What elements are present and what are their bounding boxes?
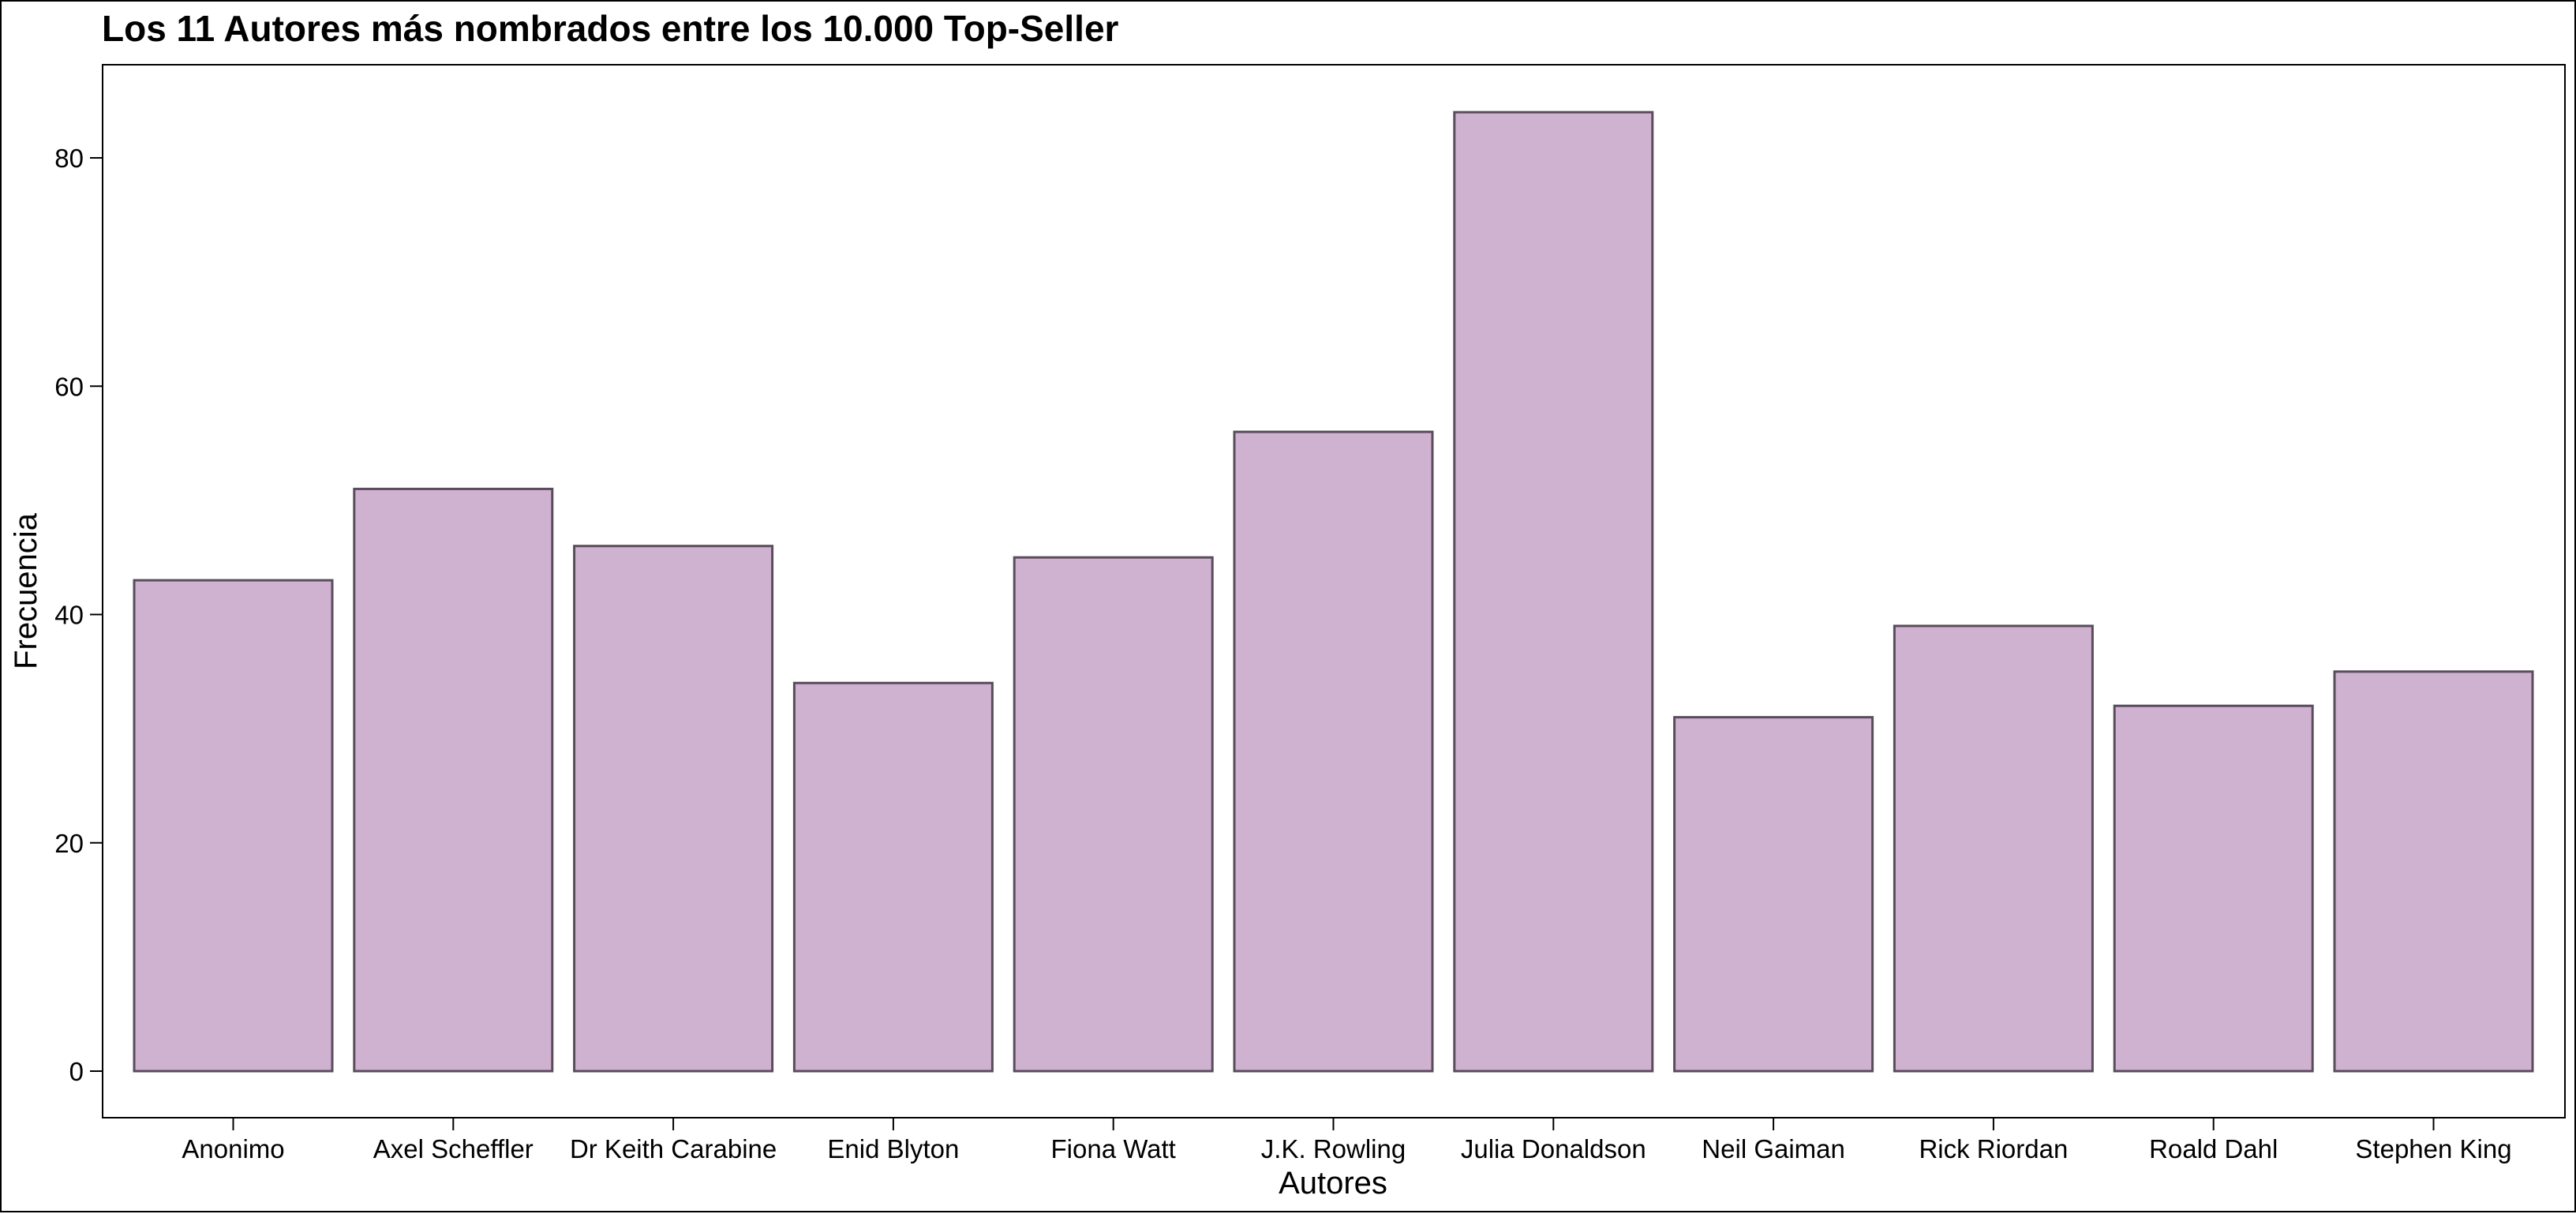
bar-axel-scheffler (353, 487, 554, 1073)
x-tick-label: Julia Donaldson (1461, 1134, 1646, 1163)
x-axis: Anonimo Axel Scheffler Dr Keith Carabine En… (182, 1118, 2512, 1163)
bar-fiona-watt (1013, 556, 1214, 1073)
x-tick-label: J.K. Rowling (1261, 1134, 1406, 1163)
bar-rick-riordan (1893, 624, 2094, 1073)
bar-julia-donaldson (1453, 111, 1654, 1073)
x-tick-label: Anonimo (182, 1134, 284, 1163)
y-tick-label: 40 (54, 601, 84, 630)
x-tick-label: Fiona Watt (1051, 1134, 1176, 1163)
x-tick-label: Dr Keith Carabine (570, 1134, 777, 1163)
x-tick-label: Roald Dahl (2149, 1134, 2278, 1163)
bar-roald-dahl (2113, 704, 2314, 1073)
x-tick-label: Neil Gaiman (1702, 1134, 1845, 1163)
bar-enid-blyton (792, 681, 994, 1073)
bar-neil-gaiman (1673, 716, 1874, 1073)
x-tick-label: Axel Scheffler (373, 1134, 534, 1163)
x-axis-title: Autores (1279, 1166, 1387, 1201)
chart-title: Los 11 Autores más nombrados entre los 1… (102, 8, 1119, 49)
y-tick-label: 60 (54, 372, 84, 401)
bar-stephen-king (2333, 670, 2534, 1073)
x-tick-label: Stephen King (2355, 1134, 2511, 1163)
x-tick-label: Rick Riordan (1919, 1134, 2068, 1163)
y-tick-label: 20 (54, 829, 84, 858)
y-axis-title: Frecuencia (9, 512, 43, 669)
bar-anonimo (133, 579, 334, 1073)
x-tick-label: Enid Blyton (827, 1134, 959, 1163)
y-axis: 0 20 40 60 80 (54, 144, 103, 1086)
bars-group (133, 111, 2534, 1073)
y-tick-label: 0 (69, 1057, 84, 1086)
bar-j-k-rowling (1233, 430, 1434, 1073)
y-tick-label: 80 (54, 144, 84, 173)
bar-dr-keith-carabine (573, 545, 774, 1073)
